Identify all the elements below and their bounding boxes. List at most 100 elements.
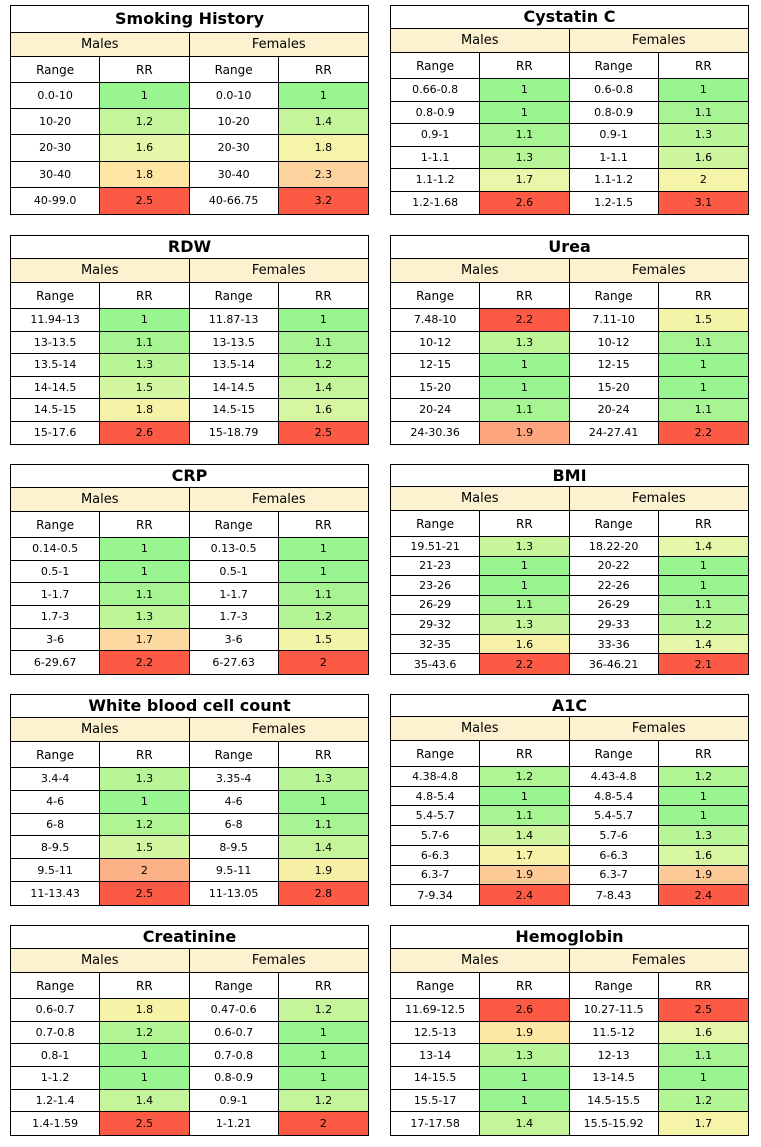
female-range-cell: 0.0-10: [190, 83, 279, 109]
panel-title: BMI: [391, 465, 748, 487]
female-rr-cell: 1.7: [658, 1112, 748, 1135]
female-rr-cell: 1: [658, 79, 748, 101]
male-range-cell: 11.94-13: [11, 309, 101, 331]
female-rr-cell: 1: [278, 560, 368, 583]
table-row: 8-9.5 1.5 8-9.5 1.4: [11, 836, 368, 860]
rr-table-panel: White blood cell count Males Females Range R…: [10, 694, 369, 906]
panel-title: Hemoglobin: [391, 926, 748, 949]
table-row: 0.14-0.5 1 0.13-0.5 1: [11, 538, 368, 561]
male-range-cell: 20-24: [391, 399, 481, 421]
male-rr-cell: 1.3: [100, 354, 190, 376]
male-rr-cell: 1.7: [480, 169, 570, 191]
male-range-cell: 1.1-1.2: [391, 169, 481, 191]
female-rr-cell: 1: [278, 83, 368, 109]
female-range-cell: 3.35-4: [190, 768, 279, 790]
male-range-cell: 0.66-0.8: [391, 79, 481, 101]
female-rr-cell: 2.5: [658, 999, 748, 1021]
male-rr-cell: 2.2: [480, 654, 570, 674]
rr-table-panel: RDW Males Females Range RR Range RR 11.94-13 1 11…: [10, 235, 369, 445]
female-range-cell: 1.7-3: [190, 605, 279, 628]
male-range-cell: 13-14: [391, 1044, 481, 1066]
male-range-cell: 7-9.34: [391, 885, 481, 905]
rr-column-header: RR: [315, 62, 332, 77]
female-rr-cell: 1: [658, 1066, 748, 1089]
male-range-cell: 0.6-0.7: [11, 999, 101, 1021]
female-range-cell: 1.1-1.2: [570, 169, 659, 191]
female-range-cell: 6-8: [190, 813, 279, 836]
rr-table-panel: A1C Males Females Range RR Range RR 4.38-4.8 1.2…: [390, 694, 749, 906]
table-row: 7.48-10 2.2 7.11-10 1.5: [391, 309, 748, 332]
male-rr-cell: 2.5: [100, 1112, 190, 1135]
male-range-cell: 29-32: [391, 615, 481, 634]
male-range-cell: 0.9-1: [391, 124, 481, 146]
female-range-cell: 18.22-20: [570, 537, 659, 556]
female-range-cell: 14.5-15.5: [570, 1089, 659, 1112]
female-range-cell: 1-1.7: [190, 583, 279, 605]
male-range-cell: 40-99.0: [11, 187, 101, 214]
male-range-cell: 7.48-10: [391, 309, 481, 331]
male-range-cell: 6.3-7: [391, 865, 481, 885]
female-range-cell: 20-24: [570, 399, 659, 421]
male-range-cell: 17-17.58: [391, 1112, 481, 1135]
female-rr-cell: 1.4: [278, 376, 368, 398]
rr-column-header: RR: [480, 283, 570, 308]
female-rr-cell: 2.1: [658, 654, 748, 674]
table-row: 35-43.6 2.2 36-46.21 2.1: [391, 654, 748, 674]
male-rr-cell: 1.8: [100, 999, 190, 1021]
female-range-cell: 12-13: [570, 1044, 659, 1066]
male-range-cell: 0.14-0.5: [11, 538, 101, 560]
table-row: 15.5-17 1 14.5-15.5 1.2: [391, 1089, 748, 1113]
male-rr-cell: 1: [100, 1066, 190, 1089]
female-range-cell: 29-33: [570, 615, 659, 634]
female-range-cell: 11.5-12: [570, 1021, 659, 1044]
female-rr-cell: 1.2: [278, 605, 368, 628]
female-rr-cell: 1.6: [658, 845, 748, 865]
rr-table-panel: BMI Males Females Range RR Range RR 19.51-21 1.3…: [390, 464, 749, 675]
male-range-cell: 0.0-10: [11, 83, 101, 109]
table-row: 30-40 1.8 30-40 2.3: [11, 161, 368, 188]
male-range-cell: 5.4-5.7: [391, 806, 481, 826]
male-rr-cell: 1: [480, 576, 570, 595]
table-row: 15-17.6 2.6 15-18.79 2.5: [11, 421, 368, 444]
table-row: 10-20 1.2 10-20 1.4: [11, 109, 368, 136]
female-rr-cell: 1.4: [658, 634, 748, 654]
male-rr-cell: 2: [100, 859, 190, 882]
range-column-header: Range: [570, 511, 659, 536]
male-rr-cell: 1: [480, 376, 570, 398]
male-range-cell: 30-40: [11, 161, 101, 187]
table-row: 15-20 1 15-20 1: [391, 376, 748, 399]
panel-title: White blood cell count: [11, 695, 368, 718]
table-row: 4-6 1 4-6 1: [11, 790, 368, 814]
male-rr-cell: 1.4: [480, 1112, 570, 1135]
table-row: 12.5-13 1.9 11.5-12 1.6: [391, 1021, 748, 1045]
table-row: 0.5-1 1 0.5-1 1: [11, 560, 368, 584]
table-row: 14-14.5 1.5 14-14.5 1.4: [11, 376, 368, 399]
column-header-row: Range RR Range RR: [11, 57, 368, 83]
female-rr-cell: 1.5: [658, 309, 748, 331]
female-range-cell: 6-27.63: [190, 651, 279, 674]
table-row: 3-6 1.7 3-6 1.5: [11, 628, 368, 652]
sex-header-row: Males Females: [11, 949, 368, 973]
female-range-cell: 0.8-0.9: [570, 101, 659, 123]
male-range-cell: 1.2-1.68: [391, 191, 481, 214]
rr-column-header: RR: [480, 511, 570, 536]
table-row: 1.7-3 1.3 1.7-3 1.2: [11, 605, 368, 629]
table-row: 0.66-0.8 1 0.6-0.8 1: [391, 79, 748, 102]
table-row: 17-17.58 1.4 15.5-15.92 1.7: [391, 1112, 748, 1135]
females-header: Females: [569, 487, 748, 510]
males-header: Males: [11, 949, 190, 972]
male-range-cell: 13-13.5: [11, 331, 101, 353]
female-rr-cell: 1.2: [278, 999, 368, 1021]
female-rr-cell: 1: [278, 1066, 368, 1089]
table-row: 6-8 1.2 6-8 1.1: [11, 813, 368, 837]
female-rr-cell: 2: [658, 169, 748, 191]
table-row: 1.4-1.59 2.5 1-1.21 2: [11, 1112, 368, 1135]
table-row: 20-24 1.1 20-24 1.1: [391, 399, 748, 422]
female-range-cell: 4.43-4.8: [570, 767, 659, 786]
table-row: 13-13.5 1.1 13-13.5 1.1: [11, 331, 368, 354]
table-row: 0.8-1 1 0.7-0.8 1: [11, 1044, 368, 1067]
female-range-cell: 26-29: [570, 595, 659, 615]
female-range-cell: 20-22: [570, 556, 659, 576]
male-range-cell: 10-20: [11, 109, 101, 135]
table-row: 21-23 1 20-22 1: [391, 556, 748, 577]
